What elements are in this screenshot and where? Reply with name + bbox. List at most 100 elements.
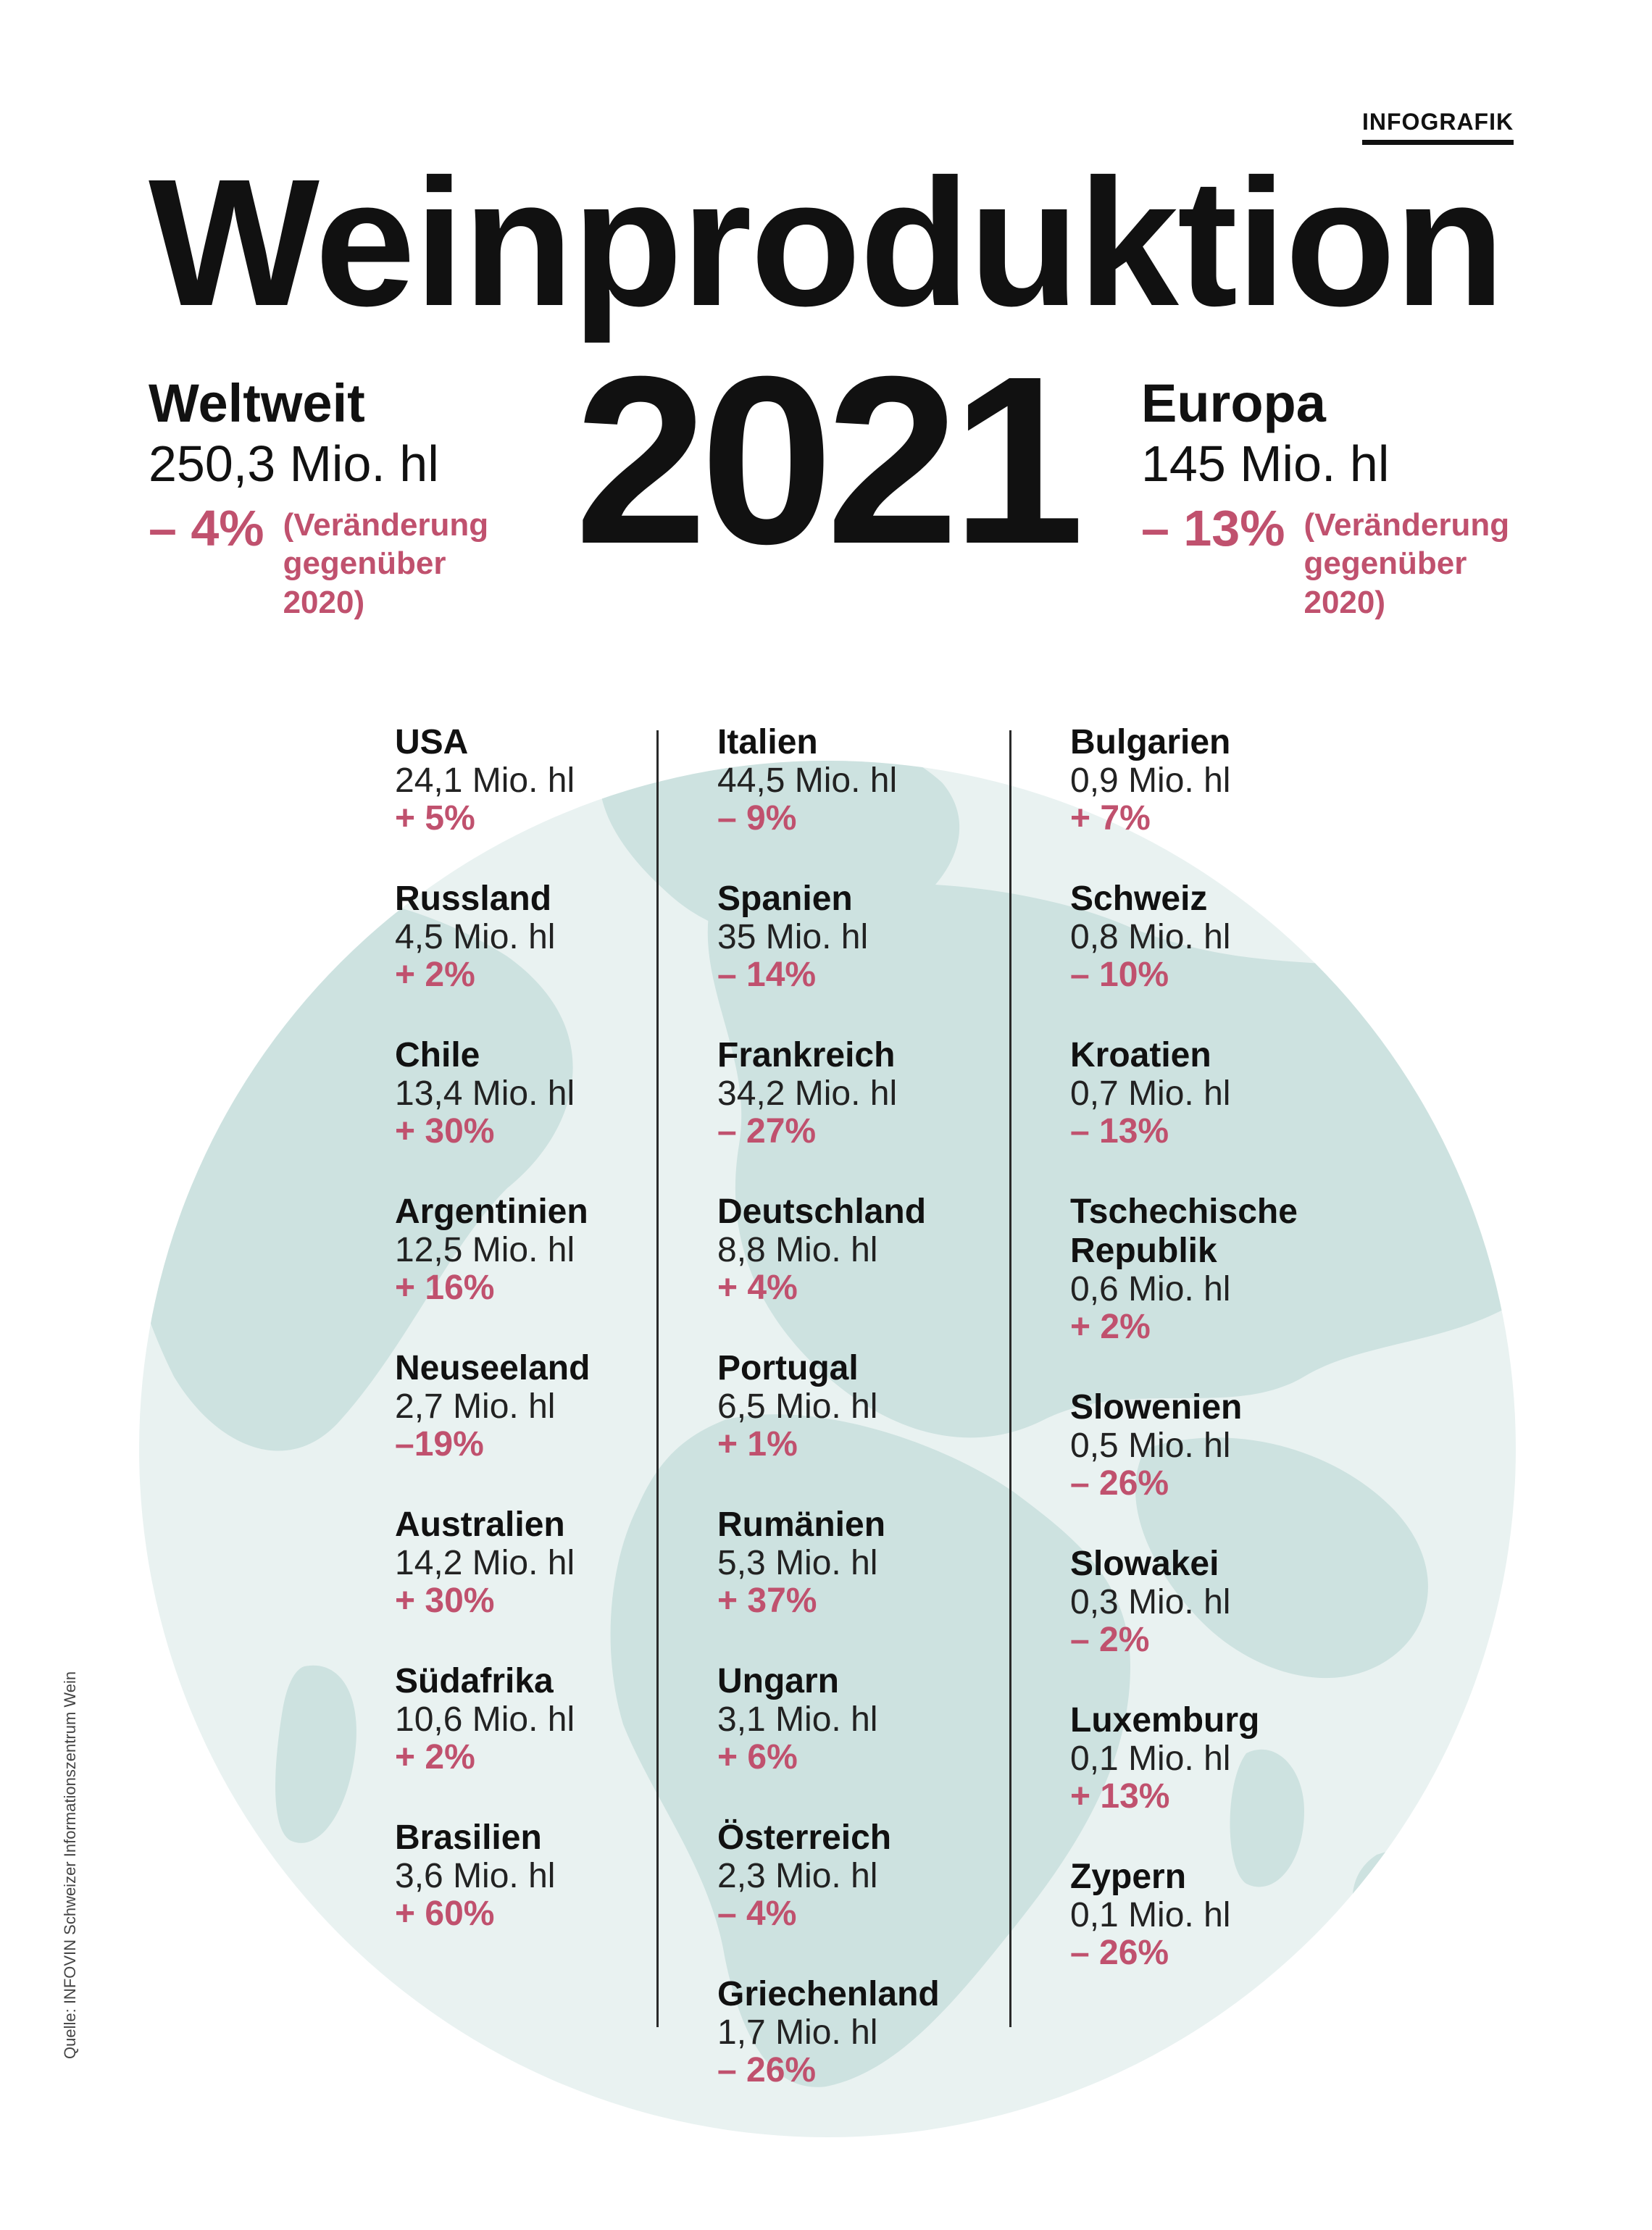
country-name: Slowakei	[1070, 1545, 1219, 1583]
country-entry: Frankreich 34,2 Mio. hl – 27%	[717, 1036, 1022, 1151]
country-volume: 24,1 Mio. hl	[395, 761, 575, 800]
europe-label: Europa	[1141, 373, 1326, 433]
country-name: Luxemburg	[1070, 1701, 1260, 1740]
country-name: Österreich	[717, 1818, 892, 1857]
country-name: Südafrika	[395, 1662, 554, 1700]
country-change: –19%	[395, 1425, 484, 1463]
country-volume: 4,5 Mio. hl	[395, 918, 556, 956]
country-change: – 10%	[1070, 956, 1169, 994]
country-entry: Luxemburg 0,1 Mio. hl + 13%	[1070, 1701, 1374, 1816]
country-name: Schweiz	[1070, 880, 1208, 918]
country-name: Argentinien	[395, 1193, 588, 1231]
country-volume: 2,7 Mio. hl	[395, 1387, 556, 1426]
country-change: – 2%	[1070, 1621, 1150, 1659]
country-volume: 35 Mio. hl	[717, 918, 869, 956]
country-name: Bulgarien	[1070, 723, 1231, 761]
country-change: – 26%	[1070, 1464, 1169, 1503]
country-name: Rumänien	[717, 1506, 886, 1544]
country-entry: Bulgarien 0,9 Mio. hl + 7%	[1070, 723, 1374, 838]
country-change: + 13%	[1070, 1777, 1170, 1816]
country-name: Zypern	[1070, 1858, 1187, 1896]
country-volume: 6,5 Mio. hl	[717, 1387, 878, 1426]
country-volume: 0,1 Mio. hl	[1070, 1740, 1231, 1778]
column-divider-2	[1009, 730, 1011, 2027]
country-change: + 37%	[717, 1582, 817, 1620]
country-volume: 14,2 Mio. hl	[395, 1544, 575, 1582]
country-entry: Österreich 2,3 Mio. hl – 4%	[717, 1818, 1022, 1933]
country-name: Chile	[395, 1036, 480, 1074]
country-name: Italien	[717, 723, 818, 761]
country-change: – 27%	[717, 1112, 817, 1151]
country-change: + 6%	[717, 1738, 798, 1776]
world-summary: Weltweit 250,3 Mio. hl – 4% (Veränderung…	[149, 377, 583, 622]
country-volume: 34,2 Mio. hl	[717, 1074, 898, 1113]
europe-change: – 13%	[1141, 499, 1285, 556]
country-entry: Südafrika 10,6 Mio. hl + 2%	[395, 1662, 699, 1776]
country-entry: Zypern 0,1 Mio. hl – 26%	[1070, 1858, 1374, 1972]
country-volume: 8,8 Mio. hl	[717, 1231, 878, 1269]
country-name: Tschechische Republik	[1070, 1193, 1298, 1270]
country-change: + 5%	[395, 799, 475, 838]
column-divider-1	[656, 730, 659, 2027]
country-entry: Rumänien 5,3 Mio. hl + 37%	[717, 1506, 1022, 1620]
country-entry: Brasilien 3,6 Mio. hl + 60%	[395, 1818, 699, 1933]
country-name: Russland	[395, 880, 552, 918]
country-name: Slowenien	[1070, 1388, 1243, 1427]
country-volume: 0,7 Mio. hl	[1070, 1074, 1231, 1113]
country-change: – 14%	[717, 956, 817, 994]
country-change: – 9%	[717, 799, 797, 838]
world-volume: 250,3 Mio. hl	[149, 435, 439, 492]
country-name: Neuseeland	[395, 1349, 591, 1387]
country-entry: Portugal 6,5 Mio. hl + 1%	[717, 1349, 1022, 1463]
country-change: – 13%	[1070, 1112, 1169, 1151]
country-change: + 30%	[395, 1582, 495, 1620]
country-column-europe-small: Bulgarien 0,9 Mio. hl + 7% Schweiz 0,8 Mio. …	[1070, 723, 1374, 2014]
country-name: Frankreich	[717, 1036, 896, 1074]
country-volume: 0,6 Mio. hl	[1070, 1270, 1231, 1308]
country-name: Brasilien	[395, 1818, 542, 1857]
world-change: – 4%	[149, 499, 264, 556]
country-column-world: USA 24,1 Mio. hl + 5% Russland 4,5 Mio. hl + …	[395, 723, 699, 1975]
country-volume: 0,5 Mio. hl	[1070, 1427, 1231, 1465]
country-change: + 4%	[717, 1269, 798, 1307]
country-change: + 2%	[1070, 1308, 1151, 1346]
country-volume: 5,3 Mio. hl	[717, 1544, 878, 1582]
europe-volume: 145 Mio. hl	[1141, 435, 1390, 492]
country-entry: Neuseeland 2,7 Mio. hl –19%	[395, 1349, 699, 1463]
country-entry: Spanien 35 Mio. hl – 14%	[717, 880, 1022, 994]
country-volume: 44,5 Mio. hl	[717, 761, 898, 800]
country-volume: 0,9 Mio. hl	[1070, 761, 1231, 800]
page-title: Weinproduktion	[149, 141, 1505, 343]
country-name: Kroatien	[1070, 1036, 1211, 1074]
country-name: Portugal	[717, 1349, 859, 1387]
country-entry: Slowakei 0,3 Mio. hl – 2%	[1070, 1545, 1374, 1659]
country-entry: Ungarn 3,1 Mio. hl + 6%	[717, 1662, 1022, 1776]
world-change-note: (Veränderung gegenüber 2020)	[283, 506, 489, 620]
country-change: + 2%	[395, 956, 475, 994]
country-change: + 1%	[717, 1425, 798, 1463]
country-volume: 3,6 Mio. hl	[395, 1857, 556, 1895]
country-change: + 60%	[395, 1895, 495, 1933]
europe-summary: Europa 145 Mio. hl – 13% (Veränderung ge…	[1141, 377, 1576, 622]
country-entry: Russland 4,5 Mio. hl + 2%	[395, 880, 699, 994]
europe-change-row: – 13% (Veränderung gegenüber 2020)	[1141, 503, 1576, 622]
world-label: Weltweit	[149, 373, 365, 433]
country-volume: 0,8 Mio. hl	[1070, 918, 1231, 956]
country-volume: 2,3 Mio. hl	[717, 1857, 878, 1895]
source-credit: Quelle: INFOVIN Schweizer Informationsze…	[61, 1671, 79, 2059]
country-entry: Argentinien 12,5 Mio. hl + 16%	[395, 1193, 699, 1307]
country-name: Deutschland	[717, 1193, 927, 1231]
country-name: USA	[395, 723, 469, 761]
country-change: – 4%	[717, 1895, 797, 1933]
country-change: + 30%	[395, 1112, 495, 1151]
country-volume: 13,4 Mio. hl	[395, 1074, 575, 1113]
world-change-row: – 4% (Veränderung gegenüber 2020)	[149, 503, 583, 622]
country-volume: 0,1 Mio. hl	[1070, 1896, 1231, 1934]
country-volume: 1,7 Mio. hl	[717, 2013, 878, 2052]
country-change: + 16%	[395, 1269, 495, 1307]
country-entry: Chile 13,4 Mio. hl + 30%	[395, 1036, 699, 1151]
europe-change-note: (Veränderung gegenüber 2020)	[1303, 506, 1510, 620]
country-volume: 10,6 Mio. hl	[395, 1700, 575, 1739]
